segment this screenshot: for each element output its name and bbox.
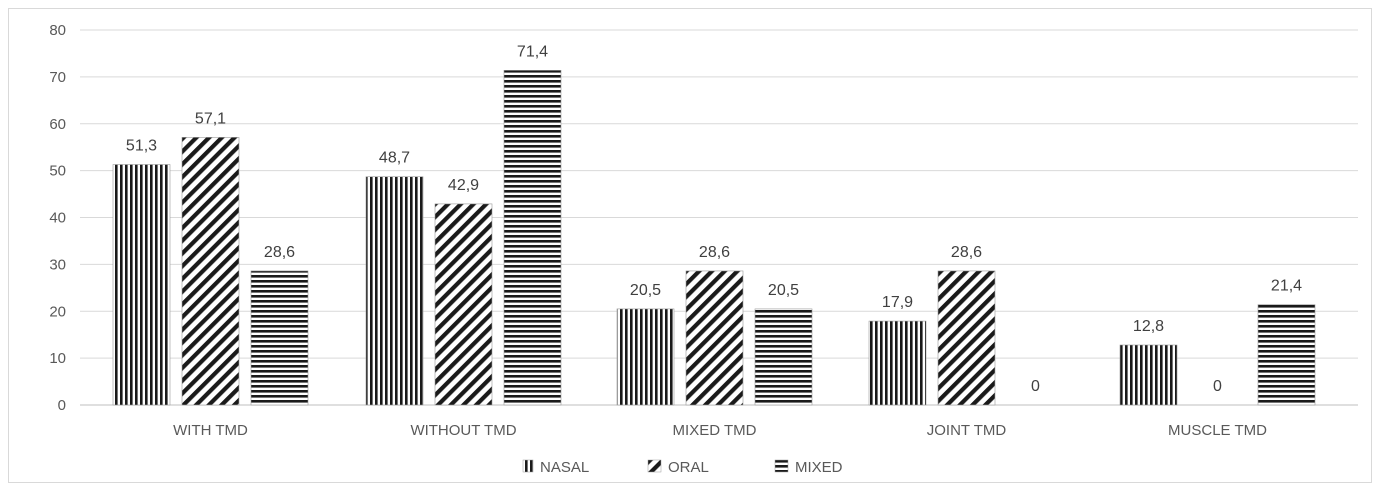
bar-oral: [685, 270, 744, 406]
data-label: 51,3: [126, 138, 157, 155]
legend-swatch-oral: [647, 459, 662, 473]
data-label: 21,4: [1271, 278, 1302, 295]
bar-oral: [181, 137, 240, 406]
bar-nasal: [365, 176, 424, 406]
bar-mixed: [1257, 304, 1316, 406]
x-category-label: WITHOUT TMD: [410, 422, 516, 439]
data-label: 20,5: [630, 282, 661, 299]
bar-nasal: [616, 308, 675, 406]
data-label: 28,6: [699, 244, 730, 261]
data-label: 17,9: [882, 294, 913, 311]
legend-label-mixed: MIXED: [795, 459, 843, 476]
data-label: 71,4: [517, 43, 548, 60]
bar-oral: [434, 203, 493, 406]
y-tick-label: 40: [49, 210, 66, 227]
y-tick-label: 70: [49, 69, 66, 86]
y-tick-label: 0: [58, 397, 66, 414]
data-label: 28,6: [264, 244, 295, 261]
data-label: 20,5: [768, 282, 799, 299]
y-tick-label: 80: [49, 22, 66, 39]
bar-mixed: [754, 308, 813, 406]
data-label: 28,6: [951, 244, 982, 261]
y-tick-label: 20: [49, 303, 66, 320]
y-tick-label: 50: [49, 163, 66, 180]
data-label: 0: [1031, 378, 1040, 395]
legend: NASAL ORAL MIXED: [522, 459, 843, 476]
bar-nasal: [112, 164, 171, 406]
legend-label-nasal: NASAL: [540, 459, 589, 476]
x-category-label: WITH TMD: [173, 422, 248, 439]
data-label: 48,7: [379, 150, 410, 167]
bar-nasal: [868, 320, 927, 406]
data-label: 42,9: [448, 177, 479, 194]
x-category-label: JOINT TMD: [927, 422, 1007, 439]
y-axis: 0 10 20 30 40 50 60 70 80: [49, 22, 66, 414]
bar-oral: [937, 270, 996, 406]
data-label: 57,1: [195, 110, 226, 127]
bars: [112, 70, 1316, 406]
legend-label-oral: ORAL: [668, 459, 709, 476]
legend-swatch-mixed: [774, 459, 789, 473]
bar-mixed: [503, 70, 562, 406]
data-label: 12,8: [1133, 318, 1164, 335]
x-axis: WITH TMD WITHOUT TMD MIXED TMD JOINT TMD MUS…: [173, 422, 1267, 439]
y-tick-label: 10: [49, 350, 66, 367]
legend-swatch-nasal: [522, 459, 534, 473]
y-tick-label: 30: [49, 256, 66, 273]
y-tick-label: 60: [49, 116, 66, 133]
data-label: 0: [1213, 378, 1222, 395]
x-category-label: MUSCLE TMD: [1168, 422, 1267, 439]
bar-mixed: [250, 270, 309, 406]
data-labels: 51,3 57,1 28,6 48,7 42,9 71,4 20,5 28,6 20,5 17,9…: [126, 43, 1302, 395]
bar-nasal: [1119, 344, 1178, 406]
x-category-label: MIXED TMD: [673, 422, 757, 439]
